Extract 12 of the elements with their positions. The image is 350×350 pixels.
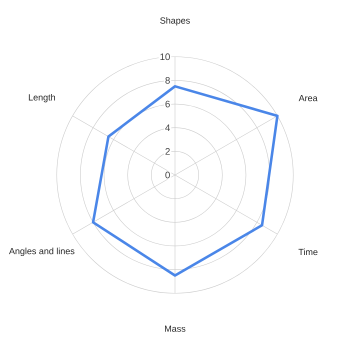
spoke-label: Mass bbox=[165, 326, 186, 332]
y-tick-label: 8 bbox=[165, 77, 170, 84]
y-tick-label: 0 bbox=[165, 172, 170, 178]
y-tick-label: 10 bbox=[160, 53, 170, 60]
spoke-label: Time bbox=[298, 248, 318, 256]
y-tick-label: 6 bbox=[165, 100, 170, 108]
spoke-label: Shapes bbox=[160, 17, 190, 26]
spoke-label: Angles and lines bbox=[8, 248, 74, 256]
y-tick-label: 2 bbox=[165, 148, 170, 155]
y-tick-label: 4 bbox=[165, 124, 170, 131]
spoke-label: Length bbox=[28, 94, 56, 102]
spoke-label: Area bbox=[298, 95, 318, 102]
